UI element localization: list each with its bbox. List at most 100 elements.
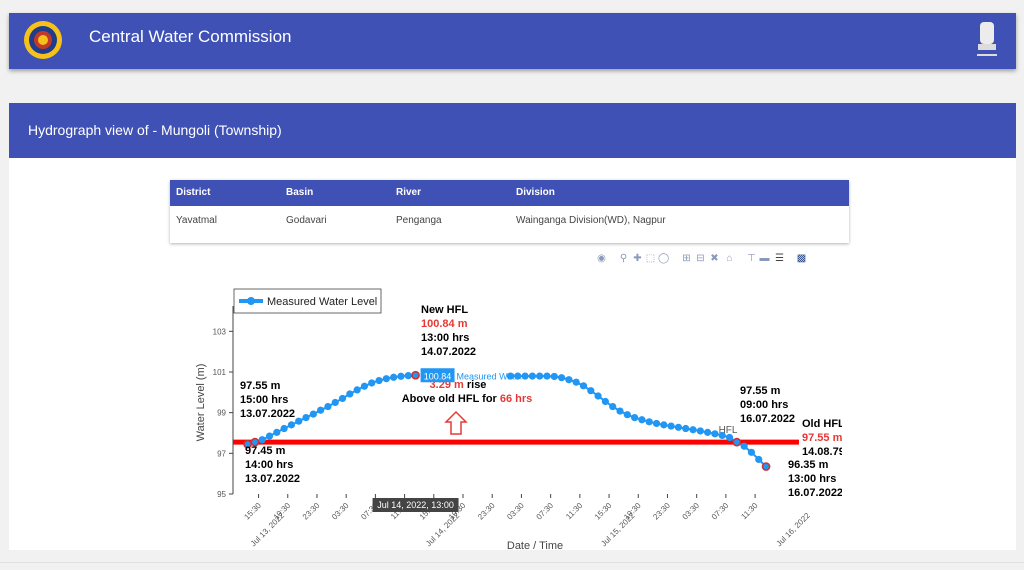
y-axis-title: Water Level (m) [195,364,207,442]
column-header-river: River [396,187,422,198]
data-point[interactable] [397,372,405,380]
data-point[interactable] [382,375,390,383]
annotation-new-hfl-time: 13:00 hrs [421,332,469,344]
data-point[interactable] [638,416,646,424]
plotly-logo-icon[interactable]: ▩ [796,253,807,264]
data-point[interactable] [338,394,347,403]
annotation-new-hfl-value: 100.84 m [421,318,468,330]
data-point[interactable] [550,372,558,381]
annotation-end-low-time: 13:00 hrs [788,473,836,485]
data-point[interactable] [331,398,339,407]
data-point[interactable] [324,402,332,411]
legend-label: Measured Water Level [267,296,377,308]
hfl-label: HFL [719,425,738,436]
data-point[interactable] [609,402,617,411]
data-point[interactable] [689,426,697,434]
data-point[interactable] [674,423,683,431]
data-point[interactable] [287,421,296,429]
annotation-start-low-value: 97.45 m [245,445,286,457]
data-point[interactable] [536,372,544,380]
data-point[interactable] [572,378,580,386]
data-point[interactable] [755,455,763,464]
data-point[interactable] [579,382,588,390]
data-point[interactable] [273,428,281,436]
y-tick-label: 95 [217,490,226,499]
data-point[interactable] [594,392,602,400]
data-point[interactable] [375,376,383,385]
highlighted-point[interactable] [732,437,742,447]
annotation-end-low-value: 96.35 m [788,459,829,471]
data-point[interactable] [616,407,624,415]
data-point[interactable] [368,379,376,387]
data-point[interactable] [623,411,631,419]
hover-value-box [420,368,455,383]
zoom-out-icon[interactable]: ⊟ [696,253,705,264]
pan-icon[interactable]: ✚ [633,253,642,264]
data-point[interactable] [506,372,515,380]
data-point[interactable] [725,433,734,442]
national-emblem-icon [977,22,997,56]
data-point[interactable] [346,390,354,398]
zoom-icon[interactable]: ⚲ [619,253,628,264]
data-point[interactable] [652,419,661,428]
data-point[interactable] [528,372,536,380]
data-point[interactable] [631,413,639,422]
data-point[interactable] [258,436,266,444]
data-point[interactable] [302,413,310,422]
hydrograph-chart[interactable]: 95979910110315:3019:3023:3003:3007:3011:… [177,247,857,555]
annotation-old-hfl-title: Old HFL [802,418,842,430]
data-point[interactable] [557,374,566,382]
data-point[interactable] [682,424,690,433]
hover-time-box [372,498,459,512]
data-point[interactable] [718,431,726,440]
data-point[interactable] [309,410,317,418]
hover-closest-icon[interactable]: ▬ [759,253,770,264]
data-point[interactable] [353,386,361,394]
data-point[interactable] [740,442,748,450]
data-point[interactable] [280,424,288,433]
data-point[interactable] [295,417,303,425]
box-select-icon[interactable]: ⬚ [645,253,656,264]
data-point[interactable] [747,448,756,456]
camera-icon[interactable]: ◉ [597,253,606,264]
data-point[interactable] [404,372,412,380]
hover-compare-icon[interactable]: ☰ [775,253,784,264]
data-point[interactable] [704,428,712,436]
data-point[interactable] [601,397,610,406]
highlighted-point[interactable] [250,437,260,447]
data-point[interactable] [521,372,529,380]
annotation-end-low-date: 16.07.2022 [788,487,842,499]
zoom-in-icon[interactable]: ⊞ [682,253,691,264]
data-point[interactable] [265,432,274,440]
table-header-row: District Basin River Division [170,180,849,206]
page-title: Hydrograph view of - Mungoli (Township) [28,122,282,138]
data-point[interactable] [587,387,595,395]
data-point[interactable] [565,376,573,384]
data-point[interactable] [543,372,551,380]
annotation-end-high-value: 97.55 m [740,385,781,397]
y-tick-label: 101 [213,368,227,377]
data-point[interactable] [360,382,369,390]
data-point[interactable] [645,418,653,426]
highlighted-point[interactable] [411,370,420,380]
data-point[interactable] [696,427,704,435]
data-point[interactable] [390,373,398,381]
data-point[interactable] [514,372,522,380]
page-heading-bar: Hydrograph view of - Mungoli (Township) [9,103,1016,158]
station-info-table: District Basin River Division Yavatmal G… [170,180,849,243]
annotation-new-hfl-date: 14.07.2022 [421,346,476,358]
annotation-new-hfl-title: New HFL [421,304,468,316]
app-header: Central Water Commission [9,13,1016,69]
lasso-icon[interactable]: ◯ [658,253,670,264]
chart-svg[interactable]: 95979910110315:3019:3023:3003:3007:3011:… [177,247,857,552]
spike-lines-icon[interactable]: ⊤ [747,253,756,264]
highlighted-point[interactable] [761,462,771,471]
autoscale-icon[interactable]: ✖ [710,253,719,264]
data-point[interactable] [667,422,675,430]
data-point[interactable] [317,406,325,414]
data-point[interactable] [711,430,719,438]
y-tick-label: 103 [213,327,227,336]
footer-divider [0,562,1024,563]
reset-axes-icon[interactable]: ⌂ [726,253,733,264]
data-point[interactable] [660,421,668,429]
